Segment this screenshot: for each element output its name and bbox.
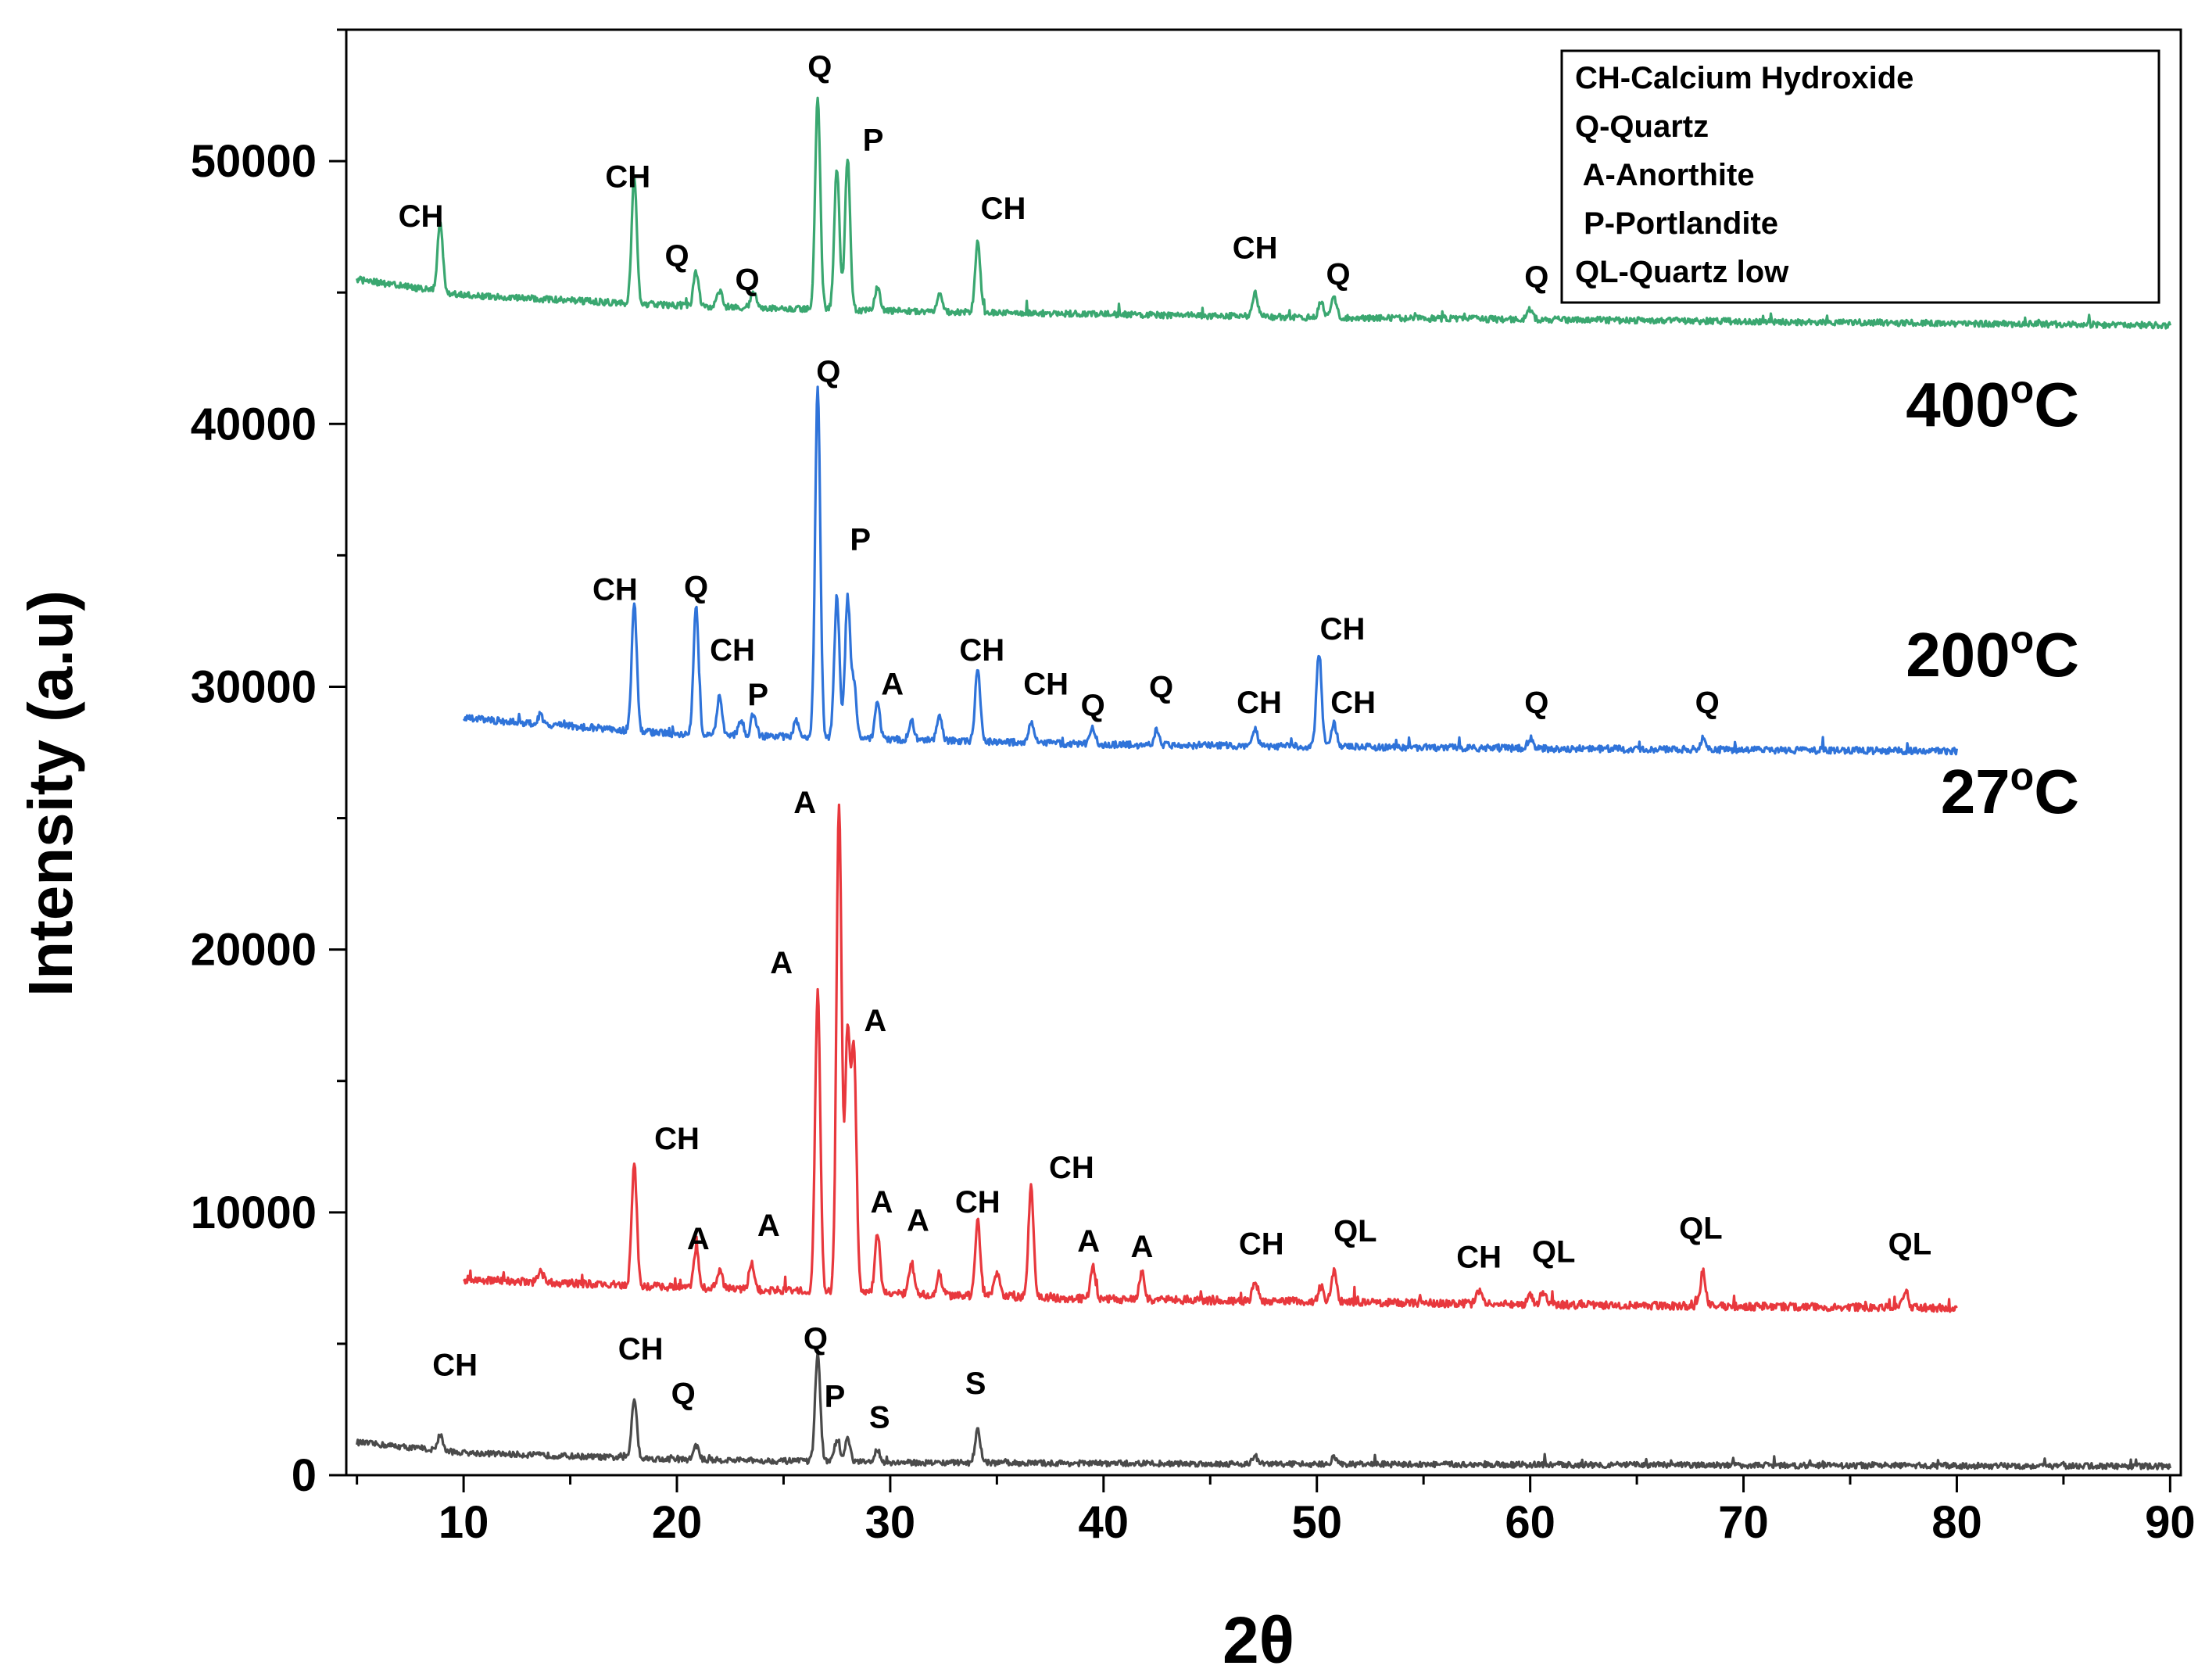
peak-label: CH	[432, 1348, 478, 1382]
peak-label: CH	[654, 1122, 700, 1156]
peak-label: CH	[1049, 1151, 1094, 1185]
x-tick-label: 30	[865, 1497, 916, 1548]
peak-label: Q	[1081, 688, 1105, 722]
y-axis-title: Intensity (a.u)	[16, 590, 85, 997]
series-line-0	[356, 1350, 2171, 1470]
y-tick-label: 10000	[191, 1187, 317, 1238]
peak-label: Q	[736, 263, 760, 297]
peak-label: S	[965, 1367, 986, 1401]
axes-layer: 10 20 30 40 50 60 70 80 90 0 10000 20000 30000 40000 5…	[191, 28, 2196, 1548]
peak-label: CH	[592, 573, 638, 607]
x-tick-label: 50	[1291, 1497, 1342, 1548]
peak-label: P	[747, 678, 768, 712]
peak-label: Q	[684, 570, 708, 604]
x-tick-label: 40	[1079, 1497, 1129, 1548]
peak-label: A	[687, 1222, 710, 1256]
peak-label: QL	[1888, 1227, 1932, 1262]
series-line-3	[356, 96, 2171, 330]
peak-label: A	[881, 668, 904, 702]
peak-label: CH	[1330, 686, 1376, 720]
peak-label: CH	[399, 199, 444, 234]
series-line-1	[462, 803, 1958, 1313]
peak-label: CH	[618, 1332, 664, 1367]
peak-label: CH	[1456, 1240, 1502, 1274]
temperature-label: 200oC	[1906, 618, 2079, 690]
peak-label: CH	[1237, 686, 1282, 720]
legend-entry-ch: CH-Calcium Hydroxide	[1575, 61, 1913, 95]
y-tick-label: 20000	[191, 925, 317, 976]
x-tick-label: 90	[2145, 1497, 2196, 1548]
peak-label: A	[871, 1185, 893, 1220]
x-tick-label: 60	[1505, 1497, 1555, 1548]
peak-label: CH	[1239, 1227, 1284, 1262]
legend-entry-p: P-Portlandite	[1575, 206, 1778, 241]
peak-label: A	[1077, 1224, 1100, 1259]
peak-label: CH	[981, 192, 1026, 226]
peak-label: Q	[1695, 686, 1720, 720]
plot-border	[345, 28, 2182, 1477]
peak-label: P	[850, 523, 871, 557]
temperature-label: 27oC	[1941, 754, 2079, 826]
peak-label: Q	[1524, 260, 1548, 294]
y-tick-label: 40000	[191, 399, 317, 450]
y-tick-label: 30000	[191, 661, 317, 712]
x-tick-label: 80	[1931, 1497, 1982, 1548]
x-tick-label: 20	[652, 1497, 703, 1548]
peak-label: QL	[1333, 1214, 1377, 1248]
peak-label: Q	[1149, 670, 1173, 704]
peak-label: Q	[671, 1377, 696, 1411]
peak-label: Q	[804, 1322, 828, 1356]
peak-label: CH	[1320, 612, 1366, 647]
peak-label: CH	[1233, 231, 1278, 265]
plot-frame	[345, 28, 2182, 1477]
temperature-label: 400oC	[1906, 367, 2079, 439]
peak-label: S	[869, 1400, 890, 1435]
peak-label: Q	[664, 239, 689, 274]
peak-label: QL	[1532, 1235, 1576, 1270]
legend-entry-ql: QL-Quartz low	[1575, 255, 1789, 289]
peak-label: A	[793, 786, 816, 820]
x-tick-label: 70	[1718, 1497, 1769, 1548]
legend-box	[1560, 49, 2160, 304]
peak-label: CH	[1023, 668, 1069, 702]
peak-label: Q	[1326, 257, 1350, 292]
legend-entry-a: A-Anorthite	[1575, 158, 1755, 192]
peak-label: P	[825, 1380, 846, 1414]
series-layer	[356, 96, 2171, 1470]
x-tick-label: 10	[439, 1497, 489, 1548]
peak-label: QL	[1679, 1211, 1723, 1245]
series-line-2	[462, 385, 1958, 756]
peak-label: CH	[955, 1185, 1001, 1220]
peak-label: A	[757, 1209, 780, 1243]
y-tick-label: 50000	[191, 136, 317, 187]
y-tick-label: 0	[292, 1450, 317, 1501]
legend: CH-Calcium Hydroxide Q-Quartz A-Anorthit…	[1560, 49, 2160, 304]
peak-label: Q	[807, 50, 832, 84]
peak-label: CH	[959, 633, 1004, 668]
peak-label: Q	[816, 354, 840, 389]
peak-label: A	[770, 946, 793, 980]
peak-label: CH	[710, 633, 755, 668]
peak-label: A	[907, 1203, 929, 1238]
peak-label: A	[864, 1004, 886, 1038]
peak-label: Q	[1524, 686, 1548, 720]
peak-label: A	[1130, 1230, 1153, 1264]
legend-entry-q: Q-Quartz	[1575, 109, 1709, 144]
peak-label: CH	[605, 160, 650, 195]
peak-label: P	[863, 124, 884, 158]
x-axis-title: 2θ	[1223, 1603, 1294, 1677]
